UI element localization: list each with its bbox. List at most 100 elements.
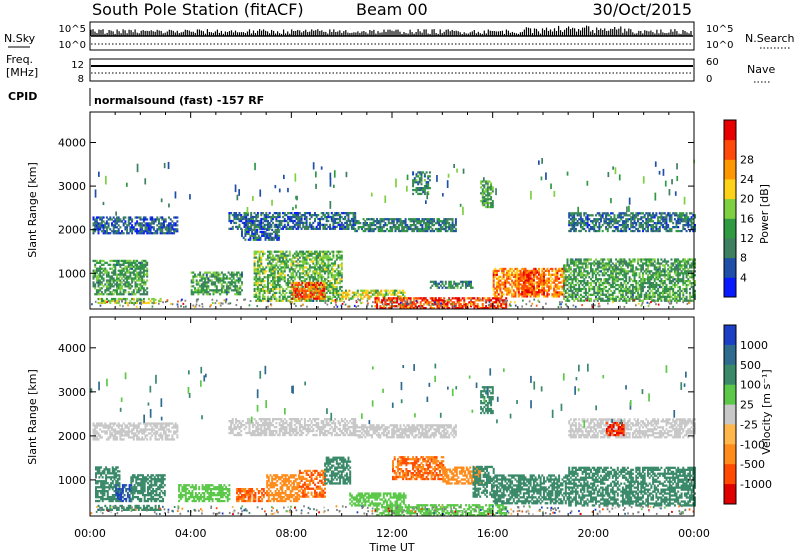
power-cell (111, 271, 113, 274)
power-cell (633, 229, 636, 233)
power-cell (298, 276, 301, 279)
power-cell (121, 285, 123, 288)
power-cell (357, 226, 360, 229)
power-cell (268, 287, 271, 291)
power-cell (314, 227, 316, 230)
power-cell (302, 276, 305, 279)
power-cell (274, 232, 277, 235)
power-cell (207, 277, 210, 280)
power-cell (401, 305, 404, 308)
power-cell (419, 307, 422, 310)
power-cell (439, 227, 442, 231)
power-cell (411, 229, 414, 233)
power-cell (152, 222, 155, 225)
power-cell (119, 220, 122, 223)
power-cell (320, 215, 323, 219)
power-cell (320, 280, 323, 283)
power-cell (375, 289, 378, 292)
power-cell (633, 216, 636, 219)
power-cell (574, 218, 577, 221)
power-cell (564, 291, 567, 295)
power-cell (601, 262, 604, 265)
power-cell (583, 274, 586, 277)
power-cell (394, 227, 397, 231)
power-cell (297, 212, 300, 215)
power-cell (230, 271, 233, 274)
power-cell (246, 219, 249, 223)
power-cell (428, 227, 431, 231)
power-cell (348, 293, 351, 296)
power-cell (322, 262, 325, 265)
power-cell (611, 270, 614, 273)
power-cell (303, 278, 306, 281)
power-cell (99, 269, 102, 272)
power-cell (673, 218, 676, 221)
power-cell (220, 283, 223, 286)
power-cell (163, 220, 165, 223)
power-cell (578, 229, 581, 233)
power-cell (578, 214, 581, 217)
power-cell (319, 258, 321, 261)
power-cell (402, 222, 405, 225)
power-cell (593, 289, 596, 293)
power-cell (532, 289, 535, 292)
power-cell (509, 277, 512, 280)
power-cell (278, 212, 281, 215)
power-cell (291, 281, 294, 285)
power-cell (205, 289, 208, 292)
power-cell (319, 272, 321, 275)
power-cell (509, 269, 512, 273)
power-cell (376, 218, 379, 221)
power-cell (275, 223, 278, 227)
power-cell (591, 270, 594, 273)
power-cell (285, 225, 288, 229)
power-cell (633, 220, 636, 223)
power-cell (297, 252, 300, 255)
power-cell (473, 303, 476, 306)
power-cell (409, 220, 412, 223)
power-cell (643, 214, 646, 217)
power-cell (375, 291, 378, 294)
power-cell (608, 283, 611, 287)
power-cell (376, 293, 379, 296)
power-cell (134, 273, 137, 276)
power-cell (416, 297, 419, 300)
power-cell (519, 269, 522, 273)
power-cell (657, 220, 660, 223)
power-cell (241, 228, 243, 232)
power-cell (295, 254, 298, 257)
power-cell (256, 278, 259, 281)
power-cell (95, 271, 98, 274)
power-cell (413, 220, 415, 223)
power-cell (310, 215, 313, 219)
power-cell (139, 230, 142, 233)
power-cell (548, 285, 550, 288)
power-cell (332, 264, 335, 267)
power-cell (522, 289, 525, 292)
power-cell (290, 258, 293, 261)
power-cell (219, 281, 222, 284)
power-cell (603, 282, 606, 285)
power-cell (454, 307, 457, 310)
power-cell (606, 295, 609, 298)
power-cell (364, 220, 367, 223)
power-cell (392, 224, 395, 227)
power-cell (297, 264, 300, 267)
power-cell (517, 295, 520, 298)
power-cell (611, 220, 614, 223)
power-cell (292, 254, 295, 257)
power-cell (598, 285, 601, 289)
power-cell (215, 287, 218, 290)
power-cell (596, 268, 599, 271)
power-cell (262, 252, 264, 255)
power-cell (214, 291, 217, 294)
power-cell (320, 278, 323, 281)
power-cell (92, 259, 95, 263)
power-cell (652, 214, 655, 217)
power-cell (340, 256, 343, 259)
power-cell (673, 214, 676, 217)
power-cell (250, 217, 253, 221)
power-cell (270, 264, 273, 267)
power-cell (305, 219, 308, 223)
power-cell (265, 214, 268, 217)
